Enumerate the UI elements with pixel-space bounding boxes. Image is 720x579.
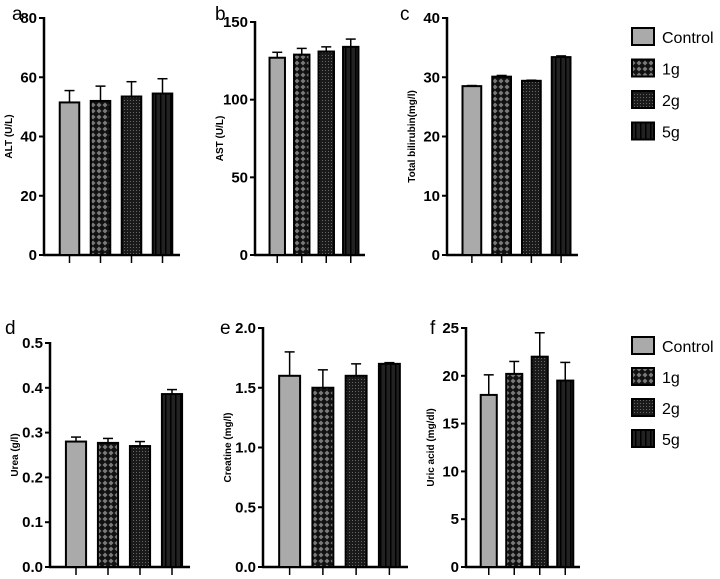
y-axis-label: Total bilirubin(mg/l) <box>407 90 418 183</box>
legend-swatch <box>631 27 655 46</box>
bar-5g <box>377 362 401 568</box>
y-tick-label: 0.4 <box>22 380 44 397</box>
bar-2g <box>317 50 335 256</box>
y-tick-label: 20 <box>423 129 440 146</box>
y-tick-label: 60 <box>20 69 37 86</box>
y-tick-label: 1.5 <box>235 380 256 397</box>
y-tick-label: 20 <box>20 188 37 205</box>
y-tick-label: 80 <box>20 10 37 27</box>
y-tick-label: 0.5 <box>22 335 43 352</box>
bar-Control <box>58 101 81 257</box>
legend-label: 2g <box>662 93 680 110</box>
panel-d: d 0.0 0.1 0.2 0.3 0.4 0.5 Urea (g/l) <box>5 318 190 576</box>
bar-5g <box>151 92 174 256</box>
y-tick-label: 10 <box>423 188 440 205</box>
y-tick-label: 0.2 <box>22 469 43 486</box>
bar-2g <box>120 95 143 256</box>
panel-e: e 0.0 0.5 1.0 1.5 2.0 Creatine (mg/l) <box>220 318 408 576</box>
bar-5g <box>342 45 360 256</box>
legend-bottom: Control 1g 2g 5g <box>631 336 714 449</box>
y-tick-label: 0.3 <box>22 425 43 442</box>
bar-1g <box>89 99 112 256</box>
y-tick-label: 0 <box>29 247 37 264</box>
y-tick-label: 150 <box>223 14 248 31</box>
bar-Control <box>268 56 286 256</box>
bar-Control <box>461 85 483 256</box>
bar-Control <box>479 393 498 569</box>
y-tick-label: 20 <box>442 368 459 385</box>
legend-label: 1g <box>662 370 680 387</box>
y-axis-label: AST (U/L) <box>215 116 226 162</box>
panel-letter: b <box>215 4 226 25</box>
panel-letter: e <box>220 318 231 339</box>
panel-letter: a <box>12 4 23 25</box>
legend-label: 2g <box>662 401 680 418</box>
bar-1g <box>96 441 120 568</box>
bar-2g <box>344 374 368 568</box>
legend-swatch <box>631 398 655 417</box>
legend-label: Control <box>662 30 714 47</box>
panel-letter: f <box>430 318 436 339</box>
legend-swatch <box>631 121 655 141</box>
bar-2g <box>128 445 152 569</box>
legend-swatch <box>631 336 655 355</box>
bar-1g <box>505 372 524 568</box>
y-tick-label: 2.0 <box>235 320 256 337</box>
y-tick-label: 100 <box>223 92 248 109</box>
y-tick-label: 1.0 <box>235 440 256 457</box>
panel-b: b 0 50 100 150 AST (U/L) <box>215 4 365 264</box>
legend-label: Control <box>662 339 714 356</box>
legend-swatch <box>631 90 655 109</box>
y-tick-label: 0.1 <box>22 514 43 531</box>
bar-2g <box>530 355 549 568</box>
y-tick-label: 0.0 <box>22 559 43 576</box>
panel-c: c 0 10 20 30 40 Total bilirubin(mg/l) <box>400 4 578 264</box>
bar-5g <box>556 379 575 568</box>
legend-top: Control 1g 2g 5g <box>631 27 714 142</box>
y-tick-label: 50 <box>231 169 248 186</box>
y-tick-label: 0 <box>451 559 459 576</box>
bar-5g <box>160 393 184 568</box>
y-tick-label: 5 <box>451 511 459 528</box>
y-tick-label: 15 <box>442 416 459 433</box>
panel-letter: d <box>5 318 16 339</box>
y-tick-label: 40 <box>20 129 37 146</box>
legend-swatch <box>631 429 655 448</box>
y-tick-label: 40 <box>423 10 440 27</box>
y-tick-label: 0 <box>432 247 440 264</box>
y-tick-label: 0.0 <box>235 559 256 576</box>
y-axis-label: ALT (U/L) <box>4 114 15 158</box>
y-axis-label: Urea (g/l) <box>10 433 21 476</box>
bar-5g <box>550 56 572 257</box>
y-axis-label: Uric acid (mg/dl) <box>426 408 437 486</box>
y-tick-label: 0.5 <box>235 499 256 516</box>
y-tick-label: 0 <box>240 247 248 264</box>
legend-swatch <box>631 58 655 78</box>
panel-letter: c <box>400 4 410 25</box>
panel-a: a 0 20 40 60 80 ALT (U/L) <box>4 4 180 264</box>
legend-label: 5g <box>662 432 680 449</box>
bar-Control <box>64 440 88 568</box>
y-axis-label: Creatine (mg/l) <box>223 412 234 482</box>
legend-label: 1g <box>662 62 680 79</box>
legend-label: 5g <box>662 125 680 142</box>
bar-Control <box>278 374 302 568</box>
panel-f: f 0 5 10 15 20 25 Uric acid (mg/dl) <box>426 318 580 576</box>
y-tick-label: 25 <box>442 320 459 337</box>
bar-1g <box>293 53 311 257</box>
bar-2g <box>521 79 542 257</box>
bar-1g <box>491 75 512 256</box>
legend-swatch <box>631 367 655 386</box>
bar-1g <box>311 386 335 568</box>
y-tick-label: 10 <box>442 463 459 480</box>
y-tick-label: 30 <box>423 69 440 86</box>
